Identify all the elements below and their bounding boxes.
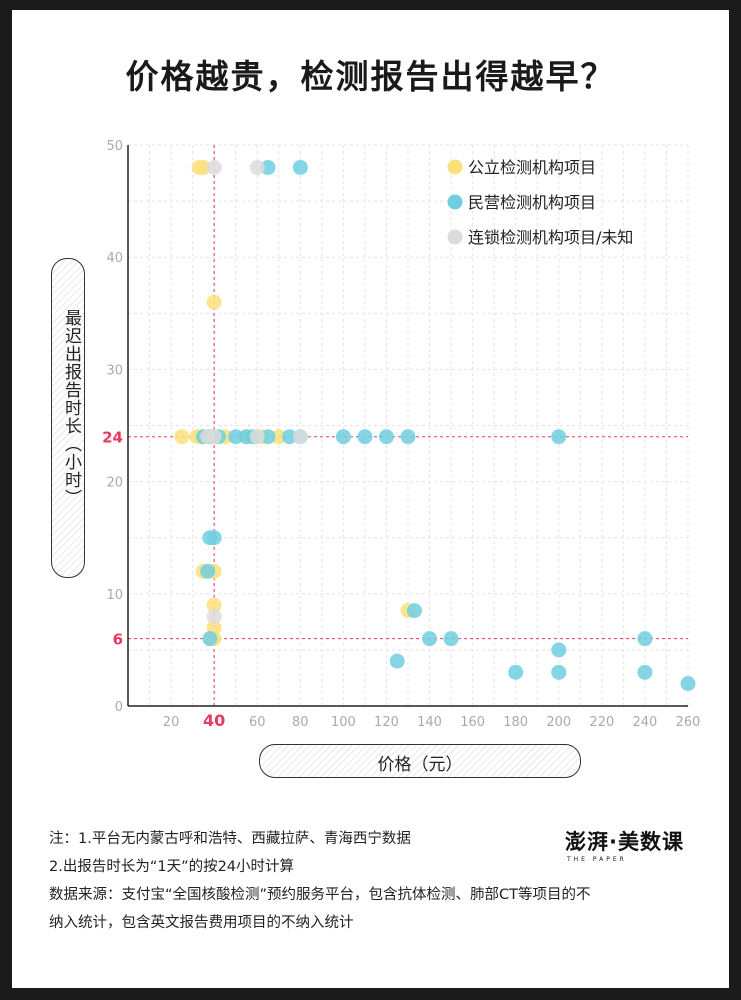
x-tick-label: 80 — [292, 715, 309, 730]
note-line: 数据来源：支付宝“全国核酸检测”预约服务平台，包含抗体检测、肺部CT等项目的不 — [49, 887, 591, 903]
legend-marker — [447, 194, 463, 210]
x-tick-label: 260 — [676, 715, 701, 730]
chain-point — [206, 429, 222, 445]
brand-logo: 澎湃·美数课 — [565, 830, 684, 854]
private-point — [637, 664, 653, 680]
public-point — [206, 294, 222, 310]
footnotes: 注：1.平台无内蒙古呼和浩特、西藏拉萨、青海西宁数据 2.出报告时长为“1天”的… — [49, 825, 709, 937]
x-tick-label: 200 — [546, 715, 571, 730]
chain-point — [206, 608, 222, 624]
private-point — [551, 642, 567, 658]
y-tick-label-highlight: 24 — [102, 429, 123, 447]
private-point — [282, 429, 298, 445]
private-point — [260, 429, 276, 445]
y-tick-label: 0 — [115, 700, 123, 715]
y-tick-label: 50 — [106, 139, 123, 154]
private-point — [551, 664, 567, 680]
legend-marker — [447, 159, 463, 175]
private-point — [357, 429, 373, 445]
y-tick-label: 30 — [106, 363, 123, 378]
legend-label: 民营检测机构项目 — [468, 193, 596, 212]
x-tick-label: 220 — [589, 715, 614, 730]
private-point — [335, 429, 351, 445]
x-tick-label: 20 — [163, 715, 180, 730]
x-tick-label: 140 — [417, 715, 442, 730]
note-line: 2.出报告时长为“1天”的按24小时计算 — [49, 859, 295, 875]
y-tick-label: 10 — [106, 588, 123, 603]
private-point — [508, 664, 524, 680]
private-point — [406, 603, 422, 619]
private-point — [200, 563, 216, 579]
chain-point — [249, 159, 265, 175]
chain-point — [249, 429, 265, 445]
y-tick-label: 20 — [106, 476, 123, 491]
x-axis-label-pill: 价格（元） — [259, 744, 581, 778]
x-tick-label: 160 — [460, 715, 485, 730]
private-point — [228, 429, 244, 445]
private-point — [443, 631, 459, 647]
note-line: 纳入统计，包含英文报告费用项目的不纳入统计 — [49, 915, 354, 931]
note-line: 注：1.平台无内蒙古呼和浩特、西藏拉萨、青海西宁数据 — [49, 831, 411, 847]
private-point — [292, 159, 308, 175]
x-axis-label: 价格（元） — [377, 755, 463, 775]
private-point — [206, 530, 222, 546]
chain-point — [206, 159, 222, 175]
private-point — [422, 631, 438, 647]
infographic-card — [12, 10, 729, 988]
y-tick-label: 40 — [106, 251, 123, 266]
private-point — [389, 653, 405, 669]
x-tick-label: 120 — [374, 715, 399, 730]
legend-label: 公立检测机构项目 — [468, 158, 596, 177]
private-point — [680, 676, 696, 692]
chain-point — [292, 429, 308, 445]
y-axis-label-pill: 最迟出报告时长（小时） — [51, 258, 85, 578]
x-tick-label: 100 — [331, 715, 356, 730]
private-point — [378, 429, 394, 445]
x-tick-label: 60 — [249, 715, 266, 730]
private-point — [637, 631, 653, 647]
public-point — [174, 429, 190, 445]
brand-logo-subtitle: THE PAPER — [567, 856, 627, 863]
public-point — [206, 597, 222, 613]
legend-marker — [447, 229, 463, 245]
y-axis-label: 最迟出报告时长（小时） — [61, 309, 81, 507]
x-tick-label-highlight: 40 — [203, 711, 225, 730]
legend-label: 连锁检测机构项目/未知 — [468, 228, 633, 247]
public-point — [195, 159, 211, 175]
page-title: 价格越贵，检测报告出得越早？ — [125, 57, 616, 96]
private-point — [260, 159, 276, 175]
private-point — [202, 631, 218, 647]
private-point — [400, 429, 416, 445]
x-tick-label: 180 — [503, 715, 528, 730]
y-tick-label-highlight: 6 — [113, 631, 123, 649]
x-tick-label: 240 — [633, 715, 658, 730]
public-point — [271, 429, 287, 445]
private-point — [551, 429, 567, 445]
